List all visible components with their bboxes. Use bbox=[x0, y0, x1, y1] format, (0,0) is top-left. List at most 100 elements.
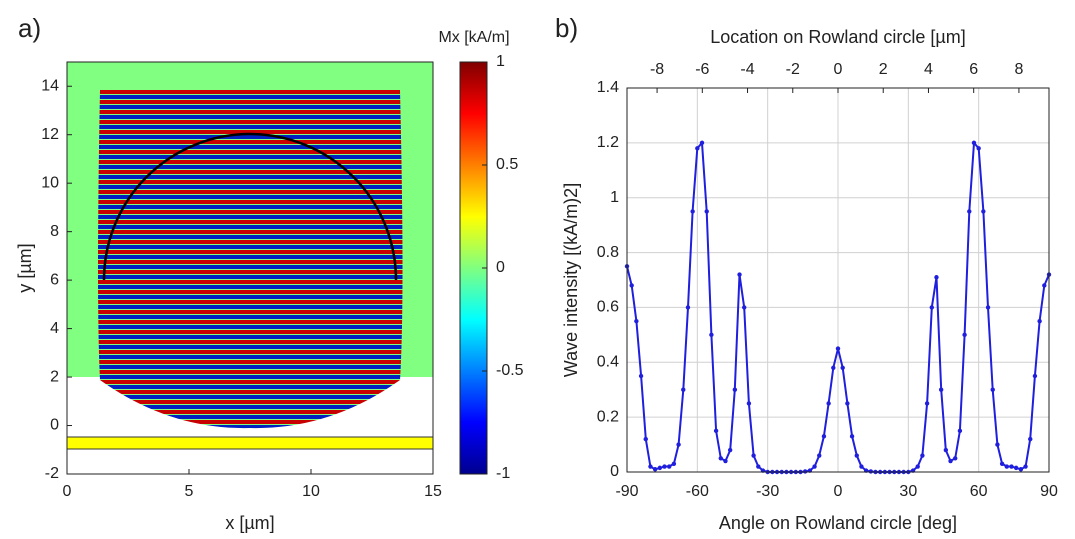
y-axis-label: y [µm] bbox=[15, 243, 35, 292]
point bbox=[845, 401, 850, 406]
point bbox=[948, 458, 953, 464]
point bbox=[690, 209, 695, 214]
point bbox=[713, 428, 719, 434]
x-tick-label: -90 bbox=[615, 483, 638, 500]
point bbox=[943, 447, 949, 453]
point bbox=[699, 140, 705, 146]
y-tick-label: 10 bbox=[41, 174, 59, 191]
x-axis-label: Angle on Rowland circle [deg] bbox=[719, 513, 957, 533]
plot-frame bbox=[626, 87, 1050, 473]
point bbox=[709, 332, 714, 338]
point bbox=[662, 464, 667, 469]
colorbar-tick-label: 0 bbox=[496, 259, 505, 276]
point bbox=[962, 332, 967, 338]
point bbox=[831, 365, 836, 370]
y-tick-label: 1 bbox=[610, 189, 619, 206]
frame bbox=[66, 61, 434, 475]
x2-tick-label: -6 bbox=[695, 61, 709, 78]
point bbox=[638, 373, 644, 379]
point bbox=[1009, 464, 1014, 469]
x-tick-label: 0 bbox=[63, 483, 72, 500]
point bbox=[1013, 465, 1019, 471]
y-tick-label: 0 bbox=[50, 417, 59, 434]
point bbox=[704, 209, 709, 214]
point bbox=[681, 387, 686, 392]
y-tick-label: 14 bbox=[41, 77, 59, 94]
point bbox=[849, 434, 855, 439]
antenna-strip bbox=[66, 436, 434, 450]
x-tick-label: -60 bbox=[686, 483, 709, 500]
rowland-arc bbox=[102, 132, 398, 281]
x-tick-label: 15 bbox=[424, 483, 442, 500]
point bbox=[652, 467, 658, 472]
point bbox=[859, 464, 864, 469]
point bbox=[967, 209, 972, 214]
x2-axis-label: Location on Rowland circle [µm] bbox=[710, 27, 966, 47]
point bbox=[718, 456, 723, 461]
y-tick-label: 0.8 bbox=[597, 244, 619, 261]
point bbox=[746, 401, 752, 406]
point bbox=[643, 436, 648, 442]
x2-tick-label: 6 bbox=[969, 61, 978, 78]
x2-tick-label: 8 bbox=[1014, 61, 1023, 78]
point bbox=[854, 453, 859, 458]
x2-tick-label: 4 bbox=[924, 61, 933, 78]
x-tick-label: 10 bbox=[302, 483, 320, 500]
x-tick-label: 90 bbox=[1040, 483, 1058, 500]
colorbar-label: Mx [kA/m] bbox=[438, 29, 509, 46]
point bbox=[985, 305, 991, 310]
point bbox=[1037, 318, 1042, 324]
y-tick-label: 4 bbox=[50, 320, 59, 337]
point bbox=[685, 305, 691, 310]
y-axis-label: Wave intensity [(kA/m)2] bbox=[561, 183, 581, 377]
point bbox=[971, 140, 977, 146]
point bbox=[924, 401, 930, 406]
x-tick-label: 30 bbox=[899, 483, 917, 500]
point bbox=[817, 453, 822, 458]
point bbox=[695, 146, 700, 151]
point bbox=[929, 305, 934, 310]
y-tick-label: 1.2 bbox=[597, 134, 619, 151]
point bbox=[1004, 464, 1009, 469]
y-tick-label: 2 bbox=[50, 368, 59, 385]
point bbox=[732, 387, 738, 392]
point bbox=[657, 465, 663, 471]
point bbox=[1018, 467, 1024, 472]
x2-tick-label: 2 bbox=[879, 61, 888, 78]
point bbox=[821, 434, 827, 439]
y-tick-label: 0.2 bbox=[597, 408, 619, 425]
x-tick-label: 60 bbox=[970, 483, 988, 500]
point bbox=[671, 461, 677, 466]
point bbox=[648, 464, 653, 469]
point bbox=[1028, 436, 1033, 442]
point bbox=[1032, 373, 1038, 379]
point bbox=[868, 469, 874, 474]
field-image bbox=[66, 61, 488, 475]
point bbox=[999, 461, 1005, 466]
y-tick-label: 0.4 bbox=[597, 354, 619, 371]
point bbox=[667, 464, 672, 469]
panel-label: b) bbox=[555, 13, 578, 43]
y-tick-label: 8 bbox=[50, 223, 59, 240]
x2-tick-label: -4 bbox=[740, 61, 754, 78]
y-tick-label: 0 bbox=[610, 463, 619, 480]
y-tick-label: 6 bbox=[50, 271, 59, 288]
point bbox=[742, 305, 747, 310]
point bbox=[938, 387, 944, 392]
colorbar-tick-label: -0.5 bbox=[496, 362, 524, 379]
point bbox=[812, 464, 817, 469]
y-tick-label: 0.6 bbox=[597, 299, 619, 316]
x-tick-label: 5 bbox=[185, 483, 194, 500]
x2-tick-label: -2 bbox=[786, 61, 800, 78]
point bbox=[756, 464, 761, 469]
point bbox=[629, 283, 634, 288]
point bbox=[727, 447, 733, 453]
point bbox=[995, 442, 1000, 447]
y-tick-label: 1.4 bbox=[597, 79, 619, 96]
point bbox=[802, 469, 808, 474]
stripes bbox=[98, 90, 403, 429]
point bbox=[840, 365, 845, 370]
point bbox=[934, 275, 939, 280]
point bbox=[737, 272, 742, 277]
